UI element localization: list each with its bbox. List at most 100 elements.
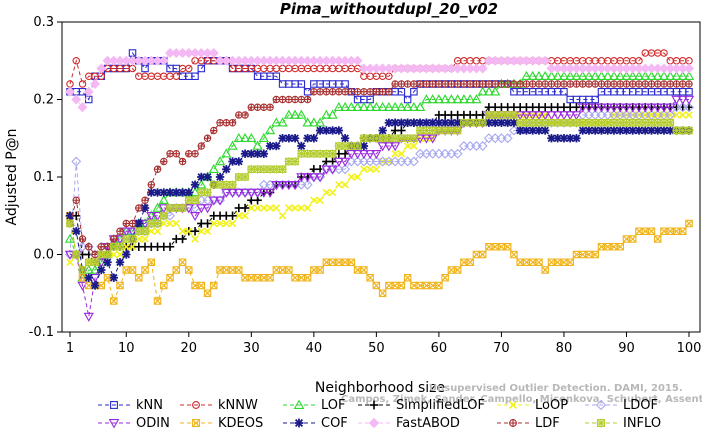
x-tick-label: 50 bbox=[368, 341, 385, 356]
data-point bbox=[541, 266, 549, 274]
x-tick-label: 1 bbox=[66, 341, 74, 356]
data-point bbox=[290, 134, 300, 143]
data-point bbox=[290, 157, 300, 166]
data-point bbox=[260, 103, 268, 112]
data-point bbox=[389, 142, 401, 152]
data-point bbox=[252, 188, 263, 198]
data-point bbox=[235, 266, 243, 274]
data-point bbox=[535, 80, 543, 88]
data-point bbox=[553, 80, 562, 88]
x-tick-label: 20 bbox=[181, 341, 198, 356]
data-point bbox=[297, 141, 306, 151]
data-point bbox=[683, 95, 695, 105]
data-point bbox=[65, 86, 75, 97]
data-point bbox=[652, 103, 663, 113]
data-point bbox=[278, 134, 287, 143]
data-point bbox=[322, 149, 331, 158]
data-point bbox=[435, 80, 443, 88]
legend-label: COF bbox=[321, 416, 348, 431]
data-point bbox=[591, 250, 599, 259]
data-point bbox=[340, 134, 350, 143]
data-point bbox=[247, 149, 256, 158]
data-point bbox=[583, 70, 595, 80]
y-tick-label: 0.0 bbox=[33, 248, 54, 263]
data-point bbox=[490, 86, 501, 96]
data-point bbox=[327, 109, 338, 119]
data-point bbox=[427, 134, 438, 144]
data-point bbox=[141, 235, 149, 243]
data-point bbox=[372, 88, 381, 96]
data-point bbox=[478, 80, 487, 88]
data-point bbox=[185, 150, 193, 158]
data-point bbox=[658, 103, 670, 113]
data-point bbox=[490, 110, 500, 120]
data-point bbox=[552, 70, 563, 80]
data-point bbox=[347, 88, 356, 96]
data-point bbox=[110, 235, 118, 243]
data-point bbox=[590, 103, 601, 113]
legend-marker bbox=[293, 399, 305, 409]
legend-label: LoOP bbox=[535, 398, 568, 413]
data-point bbox=[208, 48, 219, 58]
data-point bbox=[602, 103, 613, 113]
legend-item-cof: COF bbox=[283, 416, 348, 431]
data-point bbox=[616, 80, 624, 88]
data-point bbox=[391, 281, 399, 290]
data-point bbox=[571, 111, 582, 121]
data-point bbox=[421, 94, 432, 104]
data-point bbox=[191, 281, 199, 290]
data-point bbox=[383, 101, 395, 111]
data-point bbox=[546, 70, 557, 80]
data-point bbox=[559, 118, 569, 127]
data-point bbox=[303, 134, 312, 143]
legend-label: kNN bbox=[136, 398, 163, 413]
data-point bbox=[503, 110, 512, 120]
legend-item-lof: LOF bbox=[283, 398, 346, 413]
data-point bbox=[215, 172, 225, 182]
data-point bbox=[685, 219, 693, 228]
legend-label: LDOF bbox=[623, 398, 658, 413]
y-axis: -0.1 0.0 0.1 0.2 0.3 bbox=[29, 15, 62, 340]
data-point bbox=[635, 80, 643, 88]
data-point bbox=[266, 103, 274, 112]
legend-marker bbox=[369, 400, 379, 410]
data-point bbox=[640, 70, 651, 80]
data-point bbox=[278, 211, 287, 220]
data-point bbox=[216, 219, 224, 228]
series-kdeos bbox=[66, 212, 693, 305]
data-point bbox=[647, 227, 656, 236]
data-point bbox=[685, 80, 693, 88]
data-point bbox=[85, 281, 93, 290]
data-point bbox=[83, 86, 94, 97]
data-point bbox=[628, 235, 637, 243]
data-point bbox=[271, 181, 282, 191]
data-point bbox=[158, 55, 169, 66]
legend-label: SimplifiedLOF bbox=[396, 398, 485, 413]
data-point bbox=[103, 250, 112, 259]
data-point bbox=[477, 63, 488, 74]
data-point bbox=[77, 281, 88, 291]
data-point bbox=[116, 250, 124, 259]
data-point bbox=[515, 118, 525, 127]
data-point bbox=[360, 165, 368, 174]
data-point bbox=[253, 273, 262, 282]
data-point bbox=[308, 117, 319, 127]
data-point bbox=[309, 134, 319, 143]
data-point bbox=[278, 165, 287, 174]
data-point bbox=[684, 63, 694, 74]
data-point bbox=[172, 219, 181, 228]
data-point bbox=[483, 86, 495, 96]
data-point bbox=[122, 242, 131, 251]
data-point bbox=[384, 134, 394, 143]
data-point bbox=[227, 140, 238, 150]
x-tick-label: 80 bbox=[556, 341, 573, 356]
data-point bbox=[466, 80, 474, 88]
data-point bbox=[197, 64, 206, 73]
data-point bbox=[447, 80, 456, 88]
data-point bbox=[216, 119, 224, 127]
data-point bbox=[578, 250, 587, 259]
data-point bbox=[397, 149, 406, 158]
data-point bbox=[615, 103, 626, 113]
y-tick-label: -0.1 bbox=[29, 325, 54, 340]
